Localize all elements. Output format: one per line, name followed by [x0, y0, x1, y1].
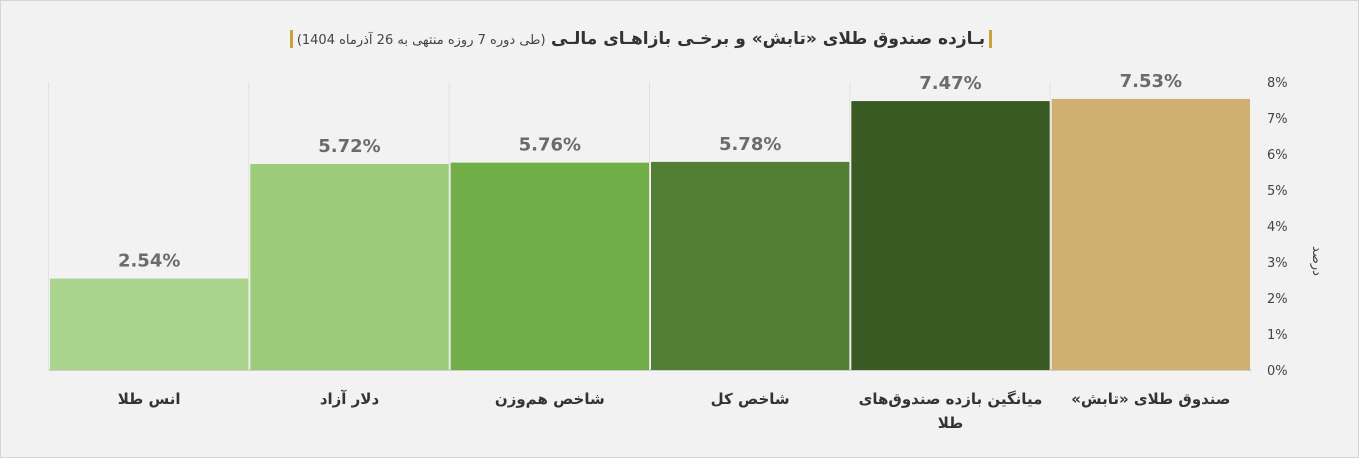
x-tick-label: میانگین بازده صندوق‌های طلا [858, 390, 1043, 432]
value-label: 7.47% [919, 73, 981, 94]
value-label: 2.54% [118, 251, 180, 272]
x-tick-label: شاخص هم‌وزن [494, 390, 605, 408]
value-label: 7.53% [1120, 71, 1182, 92]
y-tick-label: 5% [1267, 184, 1288, 199]
x-tick-label: شاخص کل [710, 390, 790, 408]
y-tick-label: 2% [1267, 292, 1288, 307]
bar [1051, 98, 1250, 371]
value-label: 5.78% [719, 134, 781, 155]
y-tick-label: 3% [1267, 256, 1288, 271]
bar [250, 164, 449, 370]
title-row: بـازده صندوق طلای «تابش» و برخـی بازاهـا… [1, 29, 1281, 49]
chart-title: بـازده صندوق طلای «تابش» و برخـی بازاهـا… [551, 29, 986, 49]
title-accent [289, 30, 293, 48]
title-accent [989, 30, 993, 48]
y-tick-label: 6% [1267, 148, 1288, 163]
chart-subtitle: (طی دوره 7 روزه منتهی به 26 آذرماه 1404) [296, 33, 546, 48]
bar [450, 162, 649, 370]
y-tick-label: 0% [1267, 364, 1288, 379]
y-tick-label: 7% [1267, 112, 1288, 127]
x-tick-label: صندوق طلای «تابش» [1071, 390, 1231, 408]
bar [851, 101, 1050, 370]
bar [651, 161, 850, 370]
x-tick-label: دلار آزاد [319, 390, 380, 408]
bar [50, 278, 249, 370]
x-tick-label: انس طلا [117, 390, 181, 408]
y-tick-label: 8% [1267, 76, 1288, 91]
value-label: 5.72% [318, 136, 380, 157]
value-label: 5.76% [519, 135, 581, 156]
y-tick-label: 4% [1267, 220, 1288, 235]
y-axis-label: درصد [1309, 246, 1324, 276]
y-tick-label: 1% [1267, 328, 1288, 343]
